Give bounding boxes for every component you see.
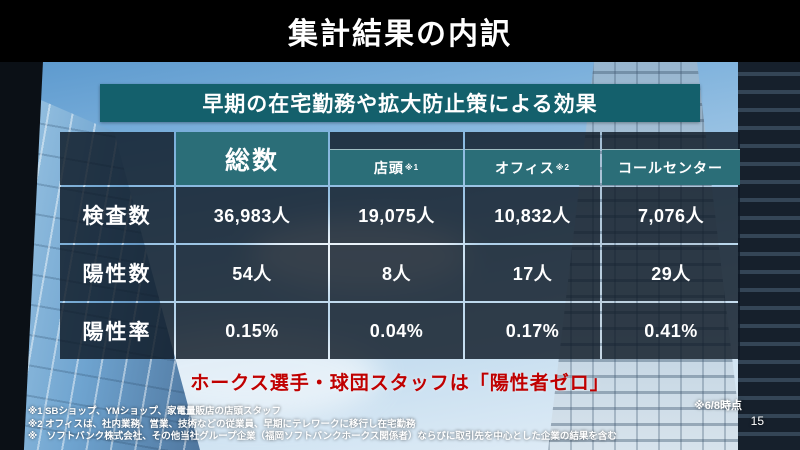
table-value: 0.15%	[176, 303, 328, 359]
footnotes: ※1 SBショップ、YMショップ、家電量販店の店頭スタッフ ※2 オフィスは、社…	[28, 406, 617, 444]
table-value: 29人	[602, 245, 740, 301]
table-value: 36,983人	[176, 187, 328, 243]
row-label-tests: 検査数	[60, 187, 174, 243]
header-spacer	[602, 132, 740, 149]
building-silhouette	[738, 0, 800, 450]
column-header-box: 店頭 ※1	[330, 149, 463, 185]
table-corner-cell	[60, 132, 174, 185]
footnote-marker: ※1	[404, 163, 420, 172]
table-value: 8人	[330, 245, 463, 301]
hawks-highlight-text: ホークス選手・球団スタッフは「陽性者ゼロ」	[190, 373, 610, 394]
column-header-label: 店頭	[373, 159, 404, 176]
footnote-marker: ※2	[555, 163, 570, 172]
column-header-box: コールセンター	[602, 149, 740, 185]
header-spacer	[465, 132, 600, 149]
table-value: 19,075人	[330, 187, 463, 243]
header-spacer	[330, 132, 463, 149]
table-value: 54人	[176, 245, 328, 301]
slide-title: 集計結果の内訳	[288, 18, 512, 51]
column-header-label: コールセンター	[618, 159, 723, 176]
table-value: 0.04%	[330, 303, 463, 359]
effect-banner: 早期の在宅勤務や拡大防止策による効果	[100, 84, 700, 122]
effect-banner-text: 早期の在宅勤務や拡大防止策による効果	[202, 93, 598, 116]
column-header-box: オフィス ※2	[465, 149, 600, 185]
row-label-positives: 陽性数	[60, 245, 174, 301]
title-bar: 集計結果の内訳	[0, 0, 800, 62]
column-header-office: オフィス ※2	[465, 132, 600, 185]
table-value: 17人	[465, 245, 600, 301]
footnote-line: ※1 SBショップ、YMショップ、家電量販店の店頭スタッフ	[28, 406, 282, 418]
hawks-highlight: ホークス選手・球団スタッフは「陽性者ゼロ」	[0, 368, 800, 395]
footnote-line: ※2 オフィスは、社内業務、営業、技術などの従業員、早期にテレワークに移行し在宅…	[28, 418, 416, 430]
table-value: 7,076人	[602, 187, 740, 243]
table-value: 0.41%	[602, 303, 740, 359]
column-header-callcenter: コールセンター	[602, 132, 740, 185]
row-label-positive-rate: 陽性率	[60, 303, 174, 359]
results-table: 総数 店頭 ※1 オフィス ※2 コールセンター 検査数 36,983人 19,07…	[60, 132, 740, 359]
footnote-line: ※ ソフトバンク株式会社、その他当社グループ企業（福岡ソフトバンクホークス関係者…	[28, 431, 617, 443]
column-header-store: 店頭 ※1	[330, 132, 463, 185]
page-number: 15	[750, 414, 764, 428]
column-header-label: オフィス	[495, 159, 555, 176]
table-value: 0.17%	[465, 303, 600, 359]
as-of-date: ※6/8時点	[694, 400, 742, 412]
table-value: 10,832人	[465, 187, 600, 243]
column-header-total: 総数	[176, 132, 328, 185]
